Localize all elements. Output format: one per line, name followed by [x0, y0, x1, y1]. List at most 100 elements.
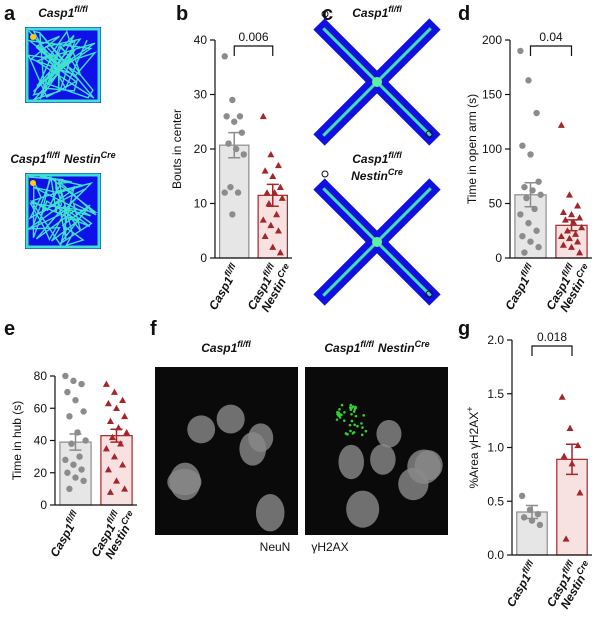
- track-border: [25, 27, 101, 103]
- h2ax-focus: [338, 408, 341, 411]
- error-bar: [565, 219, 578, 232]
- h2ax-focus: [354, 414, 358, 418]
- data-point: [80, 408, 87, 415]
- h2ax-focus: [353, 423, 356, 427]
- data-point: [78, 466, 85, 473]
- maze-label: Casp1fl/fl: [352, 4, 402, 20]
- y-axis-label: %Area γH2AX+: [465, 407, 481, 489]
- error-bar: [566, 443, 578, 476]
- data-point: [519, 233, 526, 240]
- data-point: [576, 214, 584, 221]
- text-part: Time in open arm (s): [465, 94, 479, 204]
- h2ax-focus: [356, 424, 359, 428]
- data-point: [523, 194, 530, 202]
- data-point: [559, 241, 567, 248]
- data-point: [519, 142, 526, 149]
- error-bar: [228, 131, 241, 159]
- data-point: [536, 521, 544, 529]
- stain-label: NeuN: [260, 540, 291, 554]
- data-point: [78, 380, 85, 388]
- data-point: [518, 492, 526, 500]
- data-point: [558, 393, 566, 400]
- y-tick-label: 20: [34, 466, 48, 480]
- h2ax-focus: [340, 403, 344, 407]
- image-title: Casp1fl/fl: [201, 339, 251, 355]
- h2ax-focus: [354, 405, 357, 409]
- superscript: Cre: [388, 167, 403, 177]
- text-part: Nestin: [64, 152, 101, 166]
- data-point: [525, 77, 532, 84]
- image-title: Casp1fl/fl NestinCre: [324, 339, 429, 355]
- data-point: [68, 440, 75, 447]
- h2ax-focus: [352, 410, 356, 413]
- p-value: 0.018: [537, 330, 567, 344]
- data-point: [221, 53, 228, 60]
- data-point: [278, 194, 286, 201]
- data-point: [221, 189, 228, 196]
- y-tick-label: 2.0: [487, 333, 504, 347]
- text-part: Nestin: [378, 341, 415, 355]
- stain-label: γH2AX: [311, 540, 348, 554]
- data-point: [565, 234, 573, 242]
- data-point: [576, 489, 584, 496]
- superscript: +: [465, 407, 475, 412]
- data-point: [259, 216, 267, 223]
- superscript: fl/fl: [46, 150, 60, 160]
- y-tick-label: 1.5: [487, 387, 504, 401]
- h2ax-focus: [342, 419, 346, 422]
- data-point: [559, 208, 567, 216]
- data-point: [76, 453, 83, 460]
- marker-o: [321, 170, 329, 178]
- data-point: [525, 219, 532, 227]
- data-point: [110, 453, 118, 460]
- data-point: [267, 150, 275, 158]
- superscript: fl/fl: [74, 4, 88, 14]
- y-axis-label: Time in hub (s): [10, 401, 24, 481]
- p-value: 0.006: [238, 30, 268, 44]
- data-point: [70, 377, 77, 385]
- data-point: [64, 469, 71, 476]
- h2ax-focus: [344, 432, 348, 435]
- error-bar: [524, 182, 537, 208]
- bar: [100, 435, 133, 506]
- data-point: [123, 428, 131, 436]
- panel-label: g: [458, 318, 470, 340]
- y-tick-label: 80: [34, 369, 48, 383]
- h2ax-focus: [348, 423, 352, 427]
- text-part: Bouts in center: [170, 109, 184, 189]
- y-tick-label: 0: [200, 251, 207, 265]
- text-part: Time in hub (s): [10, 401, 24, 481]
- error-bar: [110, 428, 123, 443]
- data-point: [72, 396, 79, 404]
- data-point: [119, 396, 127, 403]
- data-point: [527, 151, 534, 158]
- panel-label: a: [4, 3, 16, 25]
- error-bar: [266, 183, 279, 207]
- hotspot: [30, 180, 36, 186]
- neuron: [398, 467, 429, 501]
- data-point: [533, 227, 540, 234]
- neuron: [370, 444, 396, 475]
- error-bar: [526, 504, 538, 520]
- text-part: Casp1: [38, 6, 74, 20]
- neuron: [187, 415, 216, 444]
- error-bar: [69, 433, 82, 451]
- y-tick-label: 60: [34, 401, 48, 415]
- neuron: [376, 419, 402, 448]
- p-value: 0.04: [539, 30, 563, 44]
- data-point: [535, 178, 542, 185]
- data-point: [238, 129, 246, 136]
- data-point: [106, 417, 114, 424]
- h2ax-focus: [351, 431, 355, 435]
- data-point: [560, 452, 568, 459]
- h2ax-focus: [360, 422, 363, 425]
- panel-label: d: [458, 3, 470, 25]
- y-tick-label: 1.0: [487, 441, 504, 455]
- data-point: [66, 413, 73, 420]
- data-point: [102, 445, 110, 452]
- data-point: [104, 399, 112, 407]
- y-tick-label: 200: [482, 33, 502, 47]
- text-part: Casp1: [352, 6, 388, 20]
- data-point: [273, 210, 281, 218]
- y-tick-label: 0: [40, 498, 47, 512]
